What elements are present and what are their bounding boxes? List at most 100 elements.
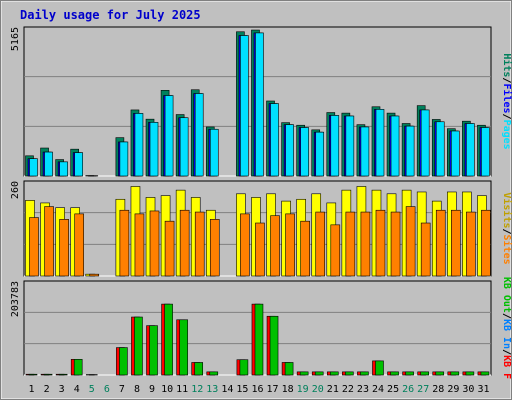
day-tick-label: 2 (44, 384, 50, 395)
day-tick-label: 3 (59, 384, 65, 395)
pages-bar (135, 113, 143, 176)
kbout-bar (285, 362, 293, 375)
sites-bar (150, 211, 159, 276)
kbout-bar (315, 372, 323, 375)
kbytes-panel-legend-kb-in: KB In (501, 319, 512, 349)
kbout-bar (255, 304, 263, 375)
kbout-bar (134, 317, 142, 375)
day-tick-label: 19 (297, 384, 309, 395)
pages-bar (286, 125, 294, 176)
hits-panel-legend-hits: Hits (501, 53, 512, 77)
day-tick-label: 15 (236, 384, 248, 395)
pages-bar (451, 131, 459, 176)
sites-bar (210, 219, 219, 276)
day-tick-label: 29 (447, 384, 459, 395)
day-tick-label: 17 (267, 384, 279, 395)
chart-title: Daily usage for July 2025 (20, 8, 201, 22)
hits-panel-legend-files: Files (501, 83, 512, 113)
sites-bar (255, 223, 264, 276)
sites-bar (331, 225, 340, 276)
sites-bar (301, 221, 310, 276)
sites-bar (135, 214, 144, 276)
sites-bar (286, 214, 295, 276)
kbout-bar (421, 372, 429, 375)
kbytes-panel-legend-kb-out: KB Out (501, 277, 512, 313)
kbytes-panel-legend: KB Out/KB In/KB F (501, 277, 512, 379)
sites-bar (451, 210, 460, 276)
pages-bar (180, 118, 188, 176)
pages-bar (75, 153, 83, 176)
kbout-bar (360, 372, 368, 375)
kbout-bar (195, 362, 203, 375)
kbout-bar (119, 348, 127, 375)
hits-panel-legend-pages: Pages (501, 120, 512, 150)
kbout-bar (375, 361, 383, 375)
kbout-bar (481, 372, 489, 375)
pages-bar (391, 116, 399, 176)
day-tick-label: 8 (134, 384, 140, 395)
kbout-bar (29, 374, 37, 375)
kbout-bar (150, 326, 158, 375)
pages-bar (210, 129, 218, 176)
kbout-bar (466, 372, 474, 375)
pages-bar (361, 127, 369, 176)
pages-bar (421, 110, 429, 176)
day-tick-label: 20 (312, 384, 324, 395)
pages-bar (30, 159, 38, 176)
visits-panel-legend: Visits/Sites (501, 192, 512, 264)
pages-bar (240, 36, 248, 176)
pages-bar (466, 123, 474, 176)
pages-bar (301, 128, 309, 176)
pages-bar (376, 109, 384, 176)
kbytes-panel-max-label: 203783 (10, 281, 21, 317)
sites-bar (361, 212, 370, 276)
kbout-bar (300, 372, 308, 375)
kbout-bar (210, 372, 218, 375)
pages-bar (165, 96, 173, 176)
day-tick-label: 11 (176, 384, 188, 395)
kbout-bar (391, 372, 399, 375)
sites-bar (195, 212, 204, 276)
hits-panel-max-label: 5165 (10, 27, 21, 51)
day-tick-label: 23 (357, 384, 369, 395)
kbout-bar (44, 374, 52, 375)
day-tick-label: 14 (221, 384, 233, 395)
visits-panel-max-label: 260 (10, 181, 21, 199)
chart-panels: 5165Hits/Files/Pages260Visits/Sites20378… (10, 27, 512, 395)
sites-bar (165, 221, 174, 276)
sites-bar (30, 218, 39, 276)
pages-bar (45, 152, 53, 176)
kbout-bar (74, 359, 82, 375)
sites-bar (60, 219, 69, 276)
day-tick-label: 26 (402, 384, 414, 395)
kbout-bar (436, 372, 444, 375)
kbout-bar (59, 374, 67, 375)
pages-bar (481, 128, 489, 176)
sites-bar (481, 210, 490, 276)
pages-bar (331, 115, 339, 176)
kbout-bar (406, 372, 414, 375)
sites-bar (75, 214, 84, 276)
sites-bar (240, 214, 249, 276)
day-tick-label: 30 (462, 384, 474, 395)
pages-bar (436, 122, 444, 176)
day-tick-label: 9 (149, 384, 155, 395)
pages-bar (316, 132, 324, 176)
day-tick-label: 21 (327, 384, 339, 395)
sites-bar (271, 216, 280, 276)
day-tick-label: 7 (119, 384, 125, 395)
sites-bar (346, 212, 355, 276)
day-tick-label: 4 (74, 384, 80, 395)
day-tick-label: 18 (282, 384, 294, 395)
sites-bar (421, 223, 430, 276)
pages-bar (120, 142, 128, 176)
hits-panel-legend: Hits/Files/Pages (501, 53, 512, 149)
sites-bar (45, 207, 54, 276)
sites-bar (466, 212, 475, 276)
day-tick-label: 5 (89, 384, 95, 395)
sites-bar (120, 210, 129, 276)
sites-bar (180, 210, 189, 276)
day-tick-label: 6 (104, 384, 110, 395)
kbout-bar (180, 320, 188, 375)
visits-panel-legend-sites: Sites (501, 235, 512, 265)
